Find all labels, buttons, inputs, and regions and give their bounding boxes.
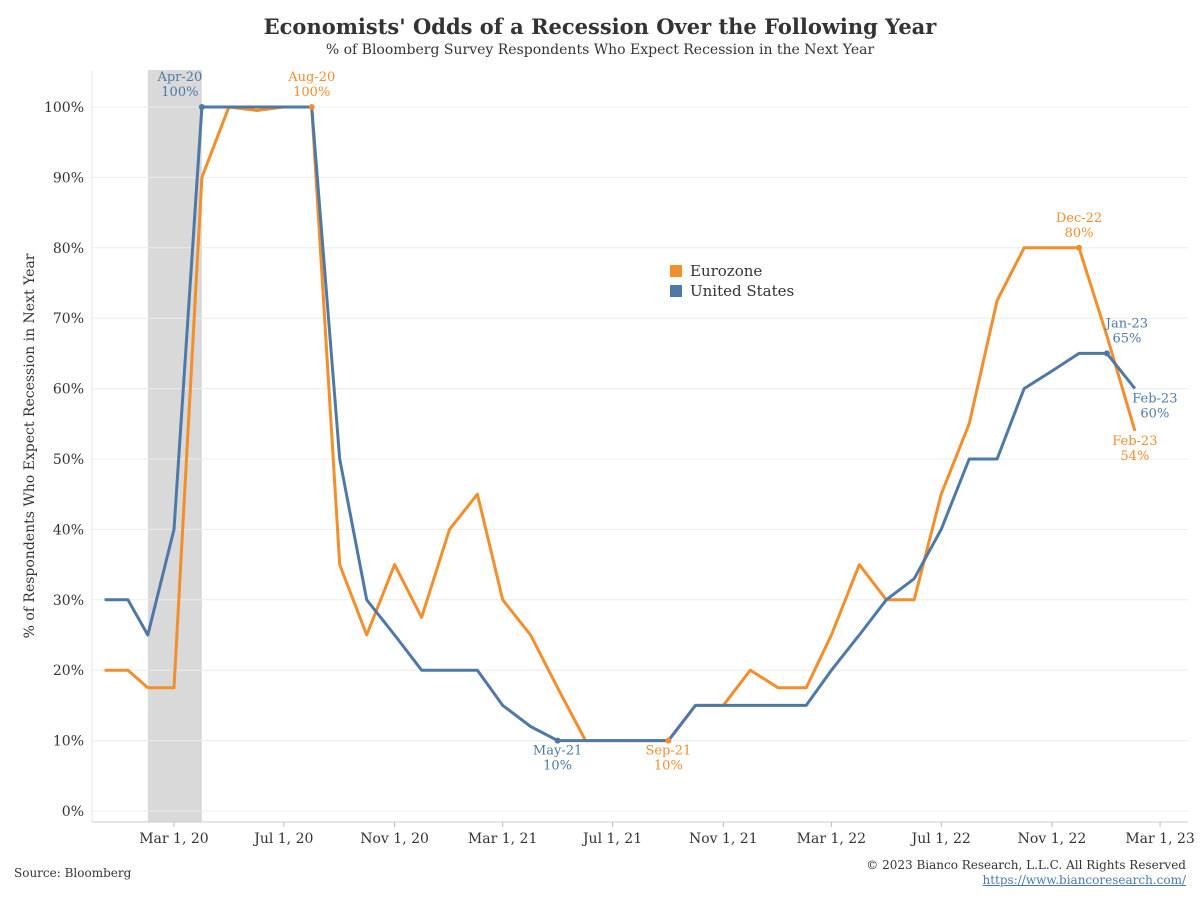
annotation-marker: [665, 737, 672, 744]
annotation-label: Sep-21: [645, 744, 691, 759]
annotation-label: Jan-23: [1104, 316, 1148, 331]
x-tick-label: Nov 1, 21: [689, 831, 758, 847]
y-tick-label: 100%: [44, 100, 84, 116]
chart-subtitle: % of Bloomberg Survey Respondents Who Ex…: [325, 42, 875, 58]
annotation-label: Dec-22: [1056, 211, 1102, 226]
x-tick-label: Mar 1, 23: [1125, 831, 1194, 847]
annotation-label: Feb-23: [1132, 392, 1177, 407]
y-tick-label: 50%: [53, 452, 84, 468]
x-tick-label: Nov 1, 20: [360, 831, 429, 847]
annotation-label: 54%: [1120, 449, 1149, 464]
x-tick-label: Mar 1, 20: [139, 831, 208, 847]
y-tick-label: 70%: [53, 311, 84, 327]
annotation-label: 65%: [1112, 331, 1141, 346]
legend: Eurozone United States: [670, 261, 794, 301]
y-tick-label: 90%: [53, 170, 84, 186]
annotation-label: 10%: [654, 759, 683, 774]
x-tick-label: Mar 1, 22: [797, 831, 866, 847]
y-tick-label: 60%: [53, 382, 84, 398]
annotation-label: 80%: [1065, 226, 1094, 241]
source-note: Source: Bloomberg: [14, 866, 132, 880]
legend-swatch-eurozone: [670, 265, 682, 277]
x-tick-label: Jul 1, 20: [252, 831, 313, 847]
annotation-marker: [308, 104, 315, 110]
x-tick-label: Jul 1, 22: [910, 831, 971, 847]
legend-label-eurozone: Eurozone: [690, 262, 763, 280]
chart-title: Economists' Odds of a Recession Over the…: [263, 14, 937, 39]
annotation-marker: [554, 737, 561, 744]
annotation-label: Apr-20: [156, 70, 202, 85]
legend-item-united-states[interactable]: United States: [670, 281, 794, 301]
annotation-marker: [1103, 350, 1110, 357]
x-tick-label: Mar 1, 21: [468, 831, 537, 847]
y-axis-title: % of Respondents Who Expect Recession in…: [22, 253, 38, 638]
recession-shade: [147, 70, 202, 822]
y-tick-label: 80%: [53, 241, 84, 257]
x-tick-label: Jul 1, 21: [581, 831, 642, 847]
legend-item-eurozone[interactable]: Eurozone: [670, 261, 794, 281]
y-tick-label: 20%: [53, 663, 84, 679]
annotation-label: May-21: [533, 744, 582, 759]
annotation-label: Feb-23: [1112, 434, 1157, 449]
legend-label-united-states: United States: [690, 282, 795, 300]
annotation-label: Aug-20: [287, 70, 335, 85]
annotation-label: 10%: [543, 759, 572, 774]
annotation-label: 100%: [161, 85, 198, 100]
y-tick-label: 10%: [53, 734, 84, 750]
legend-swatch-united-states: [670, 285, 682, 297]
series-line-eurozone: [104, 105, 1137, 743]
website-link[interactable]: https://www.biancoresearch.com/: [982, 873, 1186, 887]
y-tick-label: 30%: [53, 593, 84, 609]
annotation-label: 60%: [1140, 407, 1169, 422]
y-tick-label: 40%: [53, 522, 84, 538]
series-line-united-states: [104, 105, 1137, 743]
x-tick-label: Nov 1, 22: [1018, 831, 1087, 847]
annotation-label: 100%: [293, 85, 330, 100]
copyright-note: © 2023 Bianco Research, L.L.C. All Right…: [866, 858, 1186, 872]
y-tick-label: 0%: [62, 804, 84, 820]
annotation-marker: [198, 104, 205, 110]
annotation-marker: [1076, 244, 1083, 251]
